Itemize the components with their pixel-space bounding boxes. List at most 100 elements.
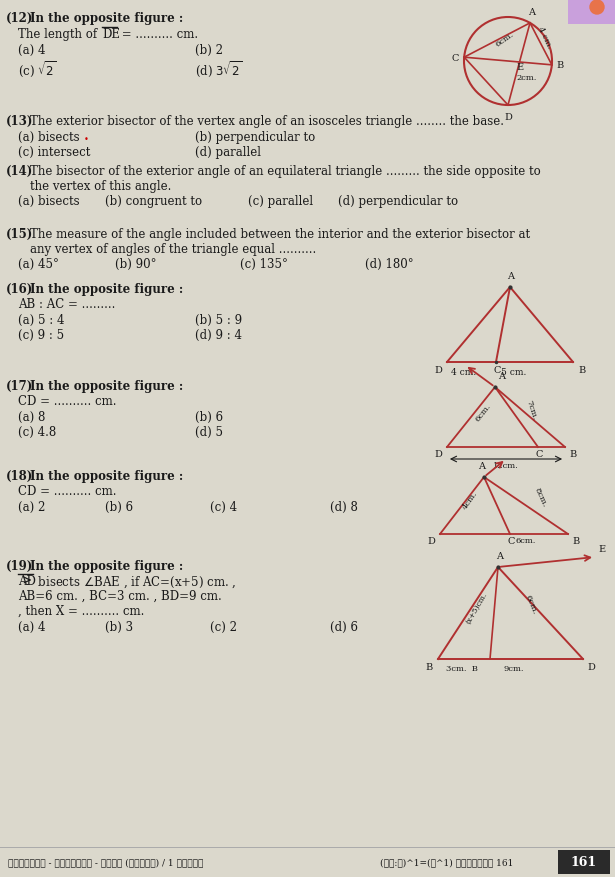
Text: A: A: [496, 552, 504, 560]
Text: B: B: [578, 366, 585, 374]
Text: (b) 90°: (b) 90°: [115, 258, 156, 271]
Text: 4 cm.: 4 cm.: [451, 367, 476, 376]
Text: 5 cm.: 5 cm.: [501, 367, 526, 376]
Text: D: D: [427, 537, 435, 545]
Text: 6cm.: 6cm.: [515, 537, 536, 545]
Text: 6cm.: 6cm.: [524, 594, 539, 616]
Text: (a) 2: (a) 2: [18, 501, 46, 513]
Text: (c) 4: (c) 4: [210, 501, 237, 513]
Text: •: •: [84, 135, 89, 144]
Text: (d) 5: (d) 5: [195, 425, 223, 438]
Text: In the opposite figure :: In the opposite figure :: [30, 560, 183, 573]
Text: 7cm.: 7cm.: [524, 398, 538, 420]
Text: (d) 6: (d) 6: [330, 620, 358, 633]
Text: (14): (14): [6, 165, 33, 178]
Text: (17): (17): [6, 380, 33, 393]
Text: = .......... cm.: = .......... cm.: [118, 28, 198, 41]
Text: (a) 8: (a) 8: [18, 410, 46, 424]
Text: (a) 5 : 4: (a) 5 : 4: [18, 314, 65, 326]
Text: (16): (16): [6, 282, 33, 296]
Text: (18): (18): [6, 469, 33, 482]
Text: C: C: [507, 537, 515, 545]
Text: (b) 2: (b) 2: [195, 44, 223, 57]
Text: (13): (13): [6, 115, 33, 128]
Text: In the opposite figure :: In the opposite figure :: [30, 12, 183, 25]
Text: (15): (15): [6, 228, 33, 240]
Text: DE: DE: [102, 28, 120, 41]
Text: 8cm.: 8cm.: [533, 486, 549, 508]
Text: (d) parallel: (d) parallel: [195, 146, 261, 159]
Text: The length of: The length of: [18, 28, 101, 41]
Text: المعاصر - رياضيات - لغات (سارين) / 1 ثانوي: المعاصر - رياضيات - لغات (سارين) / 1 ثان…: [8, 858, 204, 866]
FancyBboxPatch shape: [558, 850, 610, 874]
Text: (d) $3\sqrt{2}$: (d) $3\sqrt{2}$: [195, 59, 242, 79]
Text: 9cm.: 9cm.: [503, 664, 523, 673]
Text: (c) intersect: (c) intersect: [18, 146, 90, 159]
Text: (c) 4.8: (c) 4.8: [18, 425, 56, 438]
Text: , then X = .......... cm.: , then X = .......... cm.: [18, 604, 145, 617]
Text: (x+5)cm.: (x+5)cm.: [464, 590, 488, 624]
Text: A: A: [498, 372, 505, 381]
Text: C: C: [535, 450, 542, 459]
Text: 161: 161: [571, 856, 597, 868]
Text: A: A: [528, 8, 536, 17]
Text: AD: AD: [18, 574, 36, 588]
Text: 3cm.  B: 3cm. B: [446, 664, 478, 673]
Text: D: D: [434, 366, 442, 374]
Text: (c) $\sqrt{2}$: (c) $\sqrt{2}$: [18, 59, 57, 79]
Text: (b) 3: (b) 3: [105, 620, 133, 633]
Text: The measure of the angle included between the interior and the exterior bisector: The measure of the angle included betwee…: [30, 228, 530, 240]
Text: B: B: [426, 662, 433, 671]
Text: (b) congruent to: (b) congruent to: [105, 195, 202, 208]
Text: In the opposite figure :: In the opposite figure :: [30, 469, 183, 482]
Text: CD = .......... cm.: CD = .......... cm.: [18, 484, 116, 497]
Text: (a) 4: (a) 4: [18, 620, 46, 633]
Text: AB=6 cm. , BC=3 cm. , BD=9 cm.: AB=6 cm. , BC=3 cm. , BD=9 cm.: [18, 589, 222, 602]
Text: (c) 9 : 5: (c) 9 : 5: [18, 329, 64, 342]
Text: 6cm.: 6cm.: [494, 31, 515, 49]
Text: (d) perpendicular to: (d) perpendicular to: [338, 195, 458, 208]
Text: CD = .......... cm.: CD = .......... cm.: [18, 395, 116, 408]
Text: the vertex of this angle.: the vertex of this angle.: [30, 180, 172, 193]
Text: (b) 6: (b) 6: [195, 410, 223, 424]
Text: AB : AC = .........: AB : AC = .........: [18, 297, 116, 310]
Text: (c) parallel: (c) parallel: [248, 195, 313, 208]
Text: (a) bisects: (a) bisects: [18, 195, 79, 208]
Text: A: A: [478, 461, 485, 470]
Text: In the opposite figure :: In the opposite figure :: [30, 282, 183, 296]
Text: (c) 2: (c) 2: [210, 620, 237, 633]
Text: E: E: [598, 545, 605, 553]
Text: The exterior bisector of the vertex angle of an isosceles triangle ........ the : The exterior bisector of the vertex angl…: [30, 115, 504, 128]
Text: (ري:ر)^1=(ت^1) مالزوجل 161: (ري:ر)^1=(ت^1) مالزوجل 161: [380, 858, 514, 866]
Text: C: C: [452, 53, 459, 62]
Text: 12cm.: 12cm.: [493, 461, 519, 469]
Text: D: D: [587, 662, 595, 671]
Text: (d) 180°: (d) 180°: [365, 258, 414, 271]
Circle shape: [590, 1, 604, 15]
Text: The bisector of the exterior angle of an equilateral triangle ......... the side: The bisector of the exterior angle of an…: [30, 165, 541, 178]
Text: B: B: [557, 61, 564, 70]
Text: (a) 4: (a) 4: [18, 44, 46, 57]
Text: E: E: [516, 63, 523, 73]
Text: (19): (19): [6, 560, 33, 573]
Text: bisects $\angle$BAE , if AC=(x+5) cm. ,: bisects $\angle$BAE , if AC=(x+5) cm. ,: [34, 574, 236, 590]
Text: (12): (12): [6, 12, 33, 25]
Text: (a) 45°: (a) 45°: [18, 258, 59, 271]
Text: (b) 5 : 9: (b) 5 : 9: [195, 314, 242, 326]
Text: any vertex of angles of the triangle equal ..........: any vertex of angles of the triangle equ…: [30, 243, 316, 256]
Text: (b) perpendicular to: (b) perpendicular to: [195, 131, 315, 144]
Text: In the opposite figure :: In the opposite figure :: [30, 380, 183, 393]
Text: C: C: [493, 366, 501, 374]
Text: D: D: [434, 450, 442, 459]
Text: B: B: [572, 537, 579, 545]
Text: (b) 6: (b) 6: [105, 501, 133, 513]
Text: D: D: [504, 113, 512, 122]
Text: 4cm.: 4cm.: [461, 488, 479, 510]
Text: 4 cm.: 4 cm.: [536, 25, 553, 50]
Text: (d) 8: (d) 8: [330, 501, 358, 513]
Text: (d) 9 : 4: (d) 9 : 4: [195, 329, 242, 342]
Text: B: B: [569, 450, 576, 459]
Text: A: A: [507, 272, 515, 281]
Text: (a) bisects: (a) bisects: [18, 131, 79, 144]
Text: 6cm.: 6cm.: [474, 402, 493, 423]
